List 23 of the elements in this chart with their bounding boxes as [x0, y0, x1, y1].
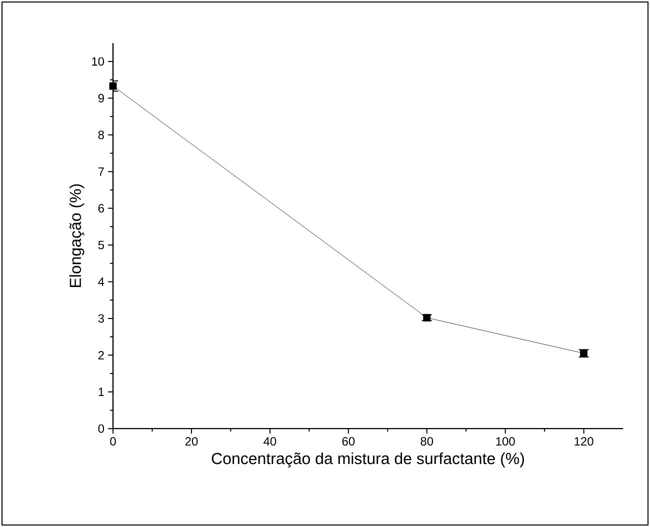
y-tick-label: 8 — [98, 130, 104, 140]
y-tick-label: 5 — [98, 240, 104, 250]
x-tick-label: 60 — [342, 437, 355, 446]
y-tick-label: 2 — [98, 350, 104, 360]
x-tick-label: 20 — [185, 437, 198, 446]
y-tick-label: 10 — [92, 57, 104, 66]
x-tick-label: 100 — [496, 437, 515, 446]
x-tick-label: 120 — [574, 437, 594, 446]
x-tick-label: 80 — [420, 437, 434, 446]
y-tick-label: 9 — [98, 94, 104, 102]
y-tick-label: 0 — [98, 424, 104, 433]
point — [109, 82, 117, 90]
y-axis-title: Elongação (%) — [69, 184, 84, 287]
point — [580, 350, 588, 358]
y-tick-label: 3 — [98, 314, 104, 323]
y-tick-label: 6 — [98, 204, 104, 213]
point — [423, 314, 431, 322]
y-tick-label: 4 — [98, 278, 104, 286]
y-tick-label: 7 — [98, 167, 104, 176]
x-tick-label: 0 — [110, 437, 116, 446]
x-axis-title: Concentração da mistura de surfactante (%) — [212, 452, 524, 468]
y-tick-label: 1 — [98, 388, 104, 396]
x-tick-label: 40 — [264, 437, 276, 446]
